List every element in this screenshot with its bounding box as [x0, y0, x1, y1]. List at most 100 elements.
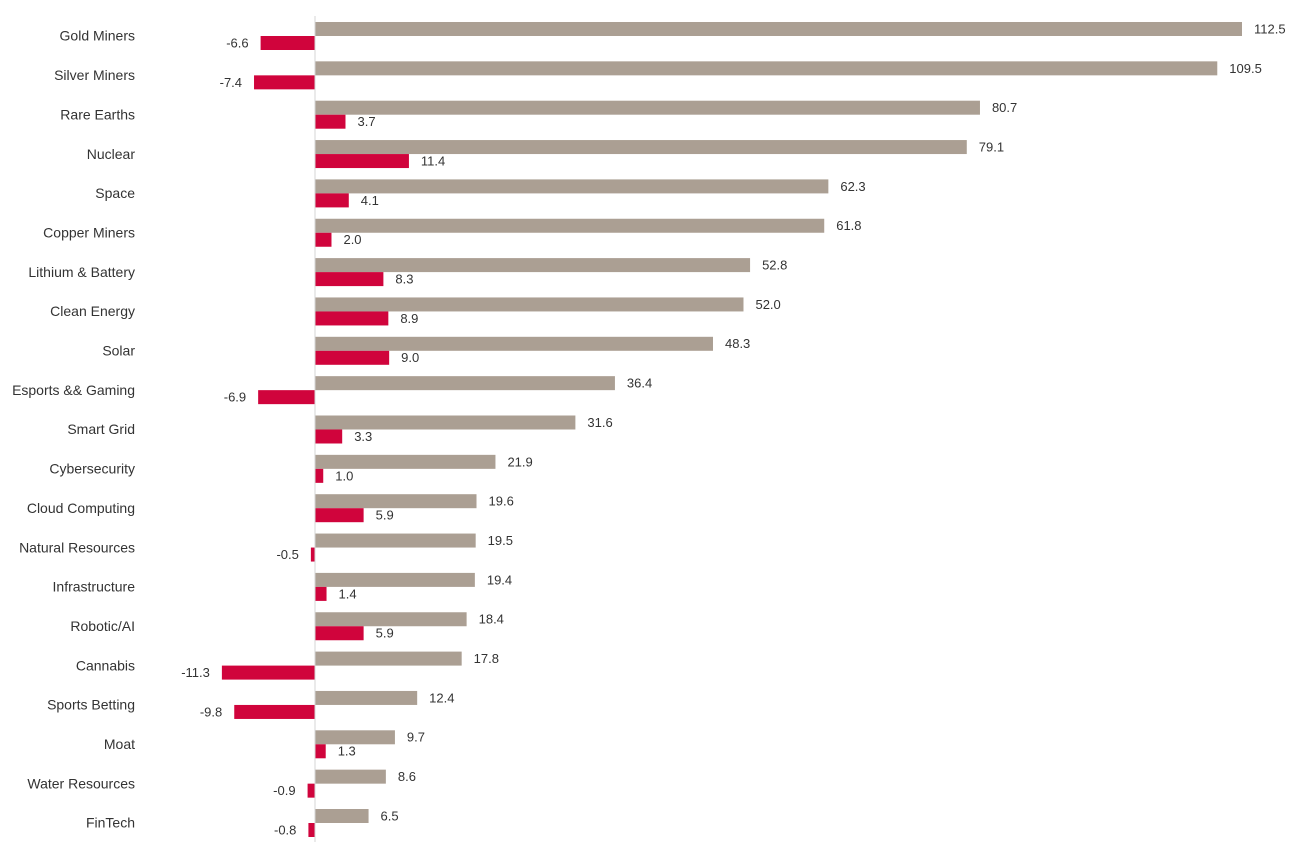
category-label: Smart Grid: [67, 421, 135, 437]
bar-gray: [315, 730, 395, 745]
category-label: Cybersecurity: [49, 461, 135, 477]
category-label: FinTech: [86, 815, 135, 831]
category-label: Copper Miners: [43, 224, 135, 240]
value-label: 61.8: [836, 218, 861, 233]
bar-red: [310, 547, 315, 562]
value-label: 8.9: [400, 311, 418, 326]
category-label: Clean Energy: [50, 303, 135, 319]
bar-gray: [315, 100, 980, 115]
bar-red: [315, 232, 332, 247]
bar-red: [315, 114, 346, 129]
category-label: Water Resources: [27, 775, 135, 791]
bar-red: [315, 626, 364, 641]
value-label: 8.3: [395, 272, 413, 287]
category-label: Cloud Computing: [27, 500, 135, 516]
value-label: -6.9: [224, 390, 246, 405]
bar-gray: [315, 140, 967, 155]
bar-red: [254, 75, 315, 90]
value-label: -7.4: [220, 75, 242, 90]
value-label: 19.5: [488, 533, 513, 548]
value-label: 19.4: [487, 572, 512, 587]
value-label: 3.7: [357, 114, 375, 129]
value-label: 21.9: [507, 454, 532, 469]
bar-gray: [315, 454, 496, 469]
bar-gray: [315, 22, 1242, 36]
bar-red: [315, 744, 326, 759]
bar-gray: [315, 690, 418, 705]
bar-red: [315, 311, 389, 326]
value-label: 1.3: [338, 744, 356, 759]
bar-red: [234, 704, 315, 719]
bar-red: [315, 193, 349, 208]
bar-red: [315, 350, 390, 365]
bar-gray: [315, 336, 713, 351]
bar-gray: [315, 572, 475, 587]
value-label: 2.0: [343, 232, 361, 247]
bar-red: [221, 665, 315, 680]
value-label: 17.8: [474, 651, 499, 666]
value-label: 48.3: [725, 336, 750, 351]
value-label: -9.8: [200, 704, 222, 719]
category-label: Sports Betting: [47, 697, 135, 713]
value-label: 52.0: [755, 297, 780, 312]
value-label: 6.5: [381, 808, 399, 823]
value-label: -6.6: [226, 35, 248, 50]
bar-gray: [315, 769, 386, 784]
value-label: 18.4: [479, 612, 504, 627]
category-label: Natural Resources: [19, 539, 135, 555]
value-label: 80.7: [992, 100, 1017, 115]
value-label: 36.4: [627, 376, 652, 391]
bar-red: [258, 390, 315, 405]
value-label: -11.3: [181, 665, 210, 680]
value-label: 52.8: [762, 258, 787, 273]
category-label: Moat: [104, 736, 135, 752]
labels-group: Gold Miners 112.5 -6.6 Silver Miners 109.5 -7…: [12, 21, 1286, 837]
bar-red: [315, 272, 384, 287]
bar-red: [315, 154, 409, 169]
category-label: Nuclear: [87, 146, 136, 162]
bar-gray: [315, 258, 751, 273]
bar-gray: [315, 651, 462, 666]
bar-red: [315, 468, 324, 483]
value-label: 5.9: [376, 626, 394, 641]
value-label: 1.0: [335, 468, 353, 483]
category-label: Cannabis: [76, 657, 135, 673]
bar-gray: [315, 415, 576, 430]
value-label: 8.6: [398, 769, 416, 784]
category-label: Rare Earths: [60, 106, 135, 122]
value-label: -0.8: [274, 822, 296, 837]
category-label: Silver Miners: [54, 67, 135, 83]
bar-gray: [315, 179, 829, 194]
value-label: 1.4: [339, 586, 357, 601]
value-label: 62.3: [840, 179, 865, 194]
value-label: 3.3: [354, 429, 372, 444]
category-label: Gold Miners: [60, 28, 135, 44]
bar-red: [315, 429, 343, 444]
value-label: 109.5: [1229, 61, 1262, 76]
bar-gray: [315, 494, 477, 509]
value-label: 5.9: [376, 508, 394, 523]
bar-red: [260, 36, 315, 50]
category-label: Solar: [102, 343, 135, 359]
value-label: 9.7: [407, 730, 425, 745]
value-label: 112.5: [1254, 21, 1286, 36]
bar-gray: [315, 376, 615, 391]
value-label: 19.6: [489, 494, 514, 509]
bar-gray: [315, 218, 825, 233]
bar-gray: [315, 533, 476, 548]
value-label: 31.6: [587, 415, 612, 430]
bar-gray: [315, 61, 1218, 76]
category-label: Lithium & Battery: [28, 264, 135, 280]
value-label: 4.1: [361, 193, 379, 208]
bar-red: [308, 823, 315, 837]
value-label: 11.4: [421, 153, 445, 168]
value-label: -0.5: [276, 547, 298, 562]
category-label: Esports && Gaming: [12, 382, 135, 398]
category-label: Infrastructure: [53, 579, 136, 595]
value-label: -0.9: [273, 783, 295, 798]
category-label: Space: [95, 185, 135, 201]
bar-red: [315, 586, 327, 601]
value-label: 9.0: [401, 350, 419, 365]
bar-red: [315, 508, 364, 523]
